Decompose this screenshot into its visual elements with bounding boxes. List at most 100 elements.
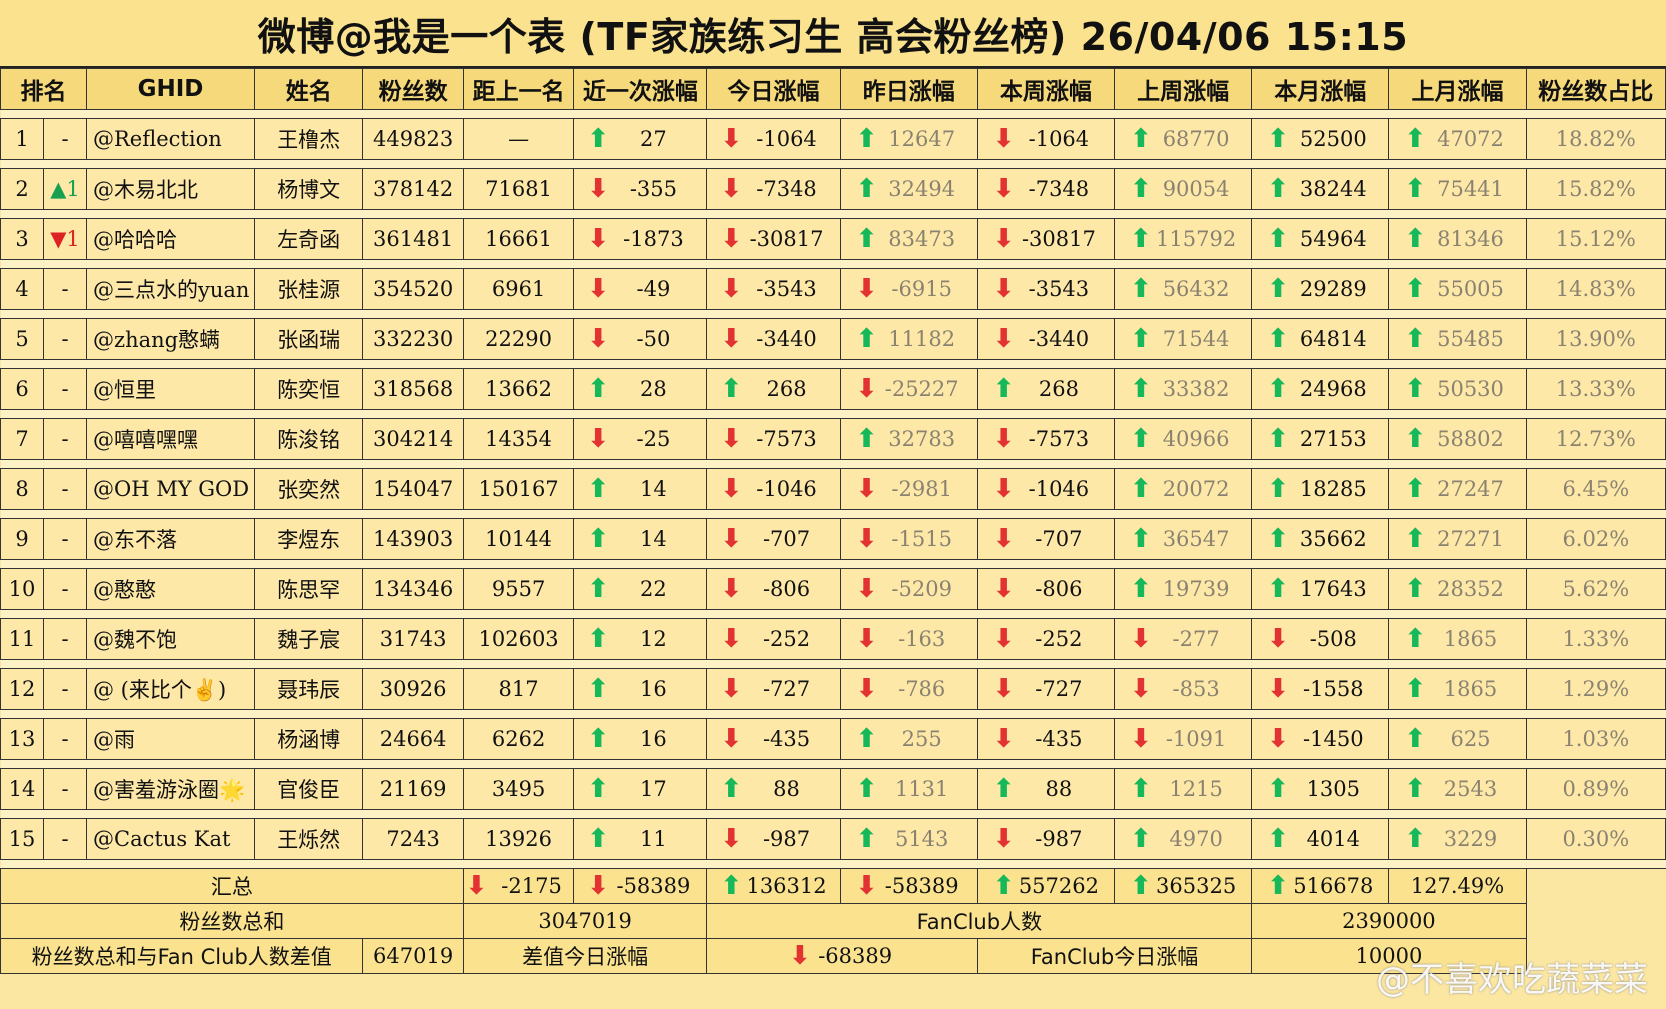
arrow-down-icon: ⬇	[720, 824, 743, 854]
arrow-down-icon: ⬇	[1267, 724, 1290, 754]
share-cell: 6.02%	[1525, 518, 1666, 560]
month-cell: ⬆ 38244	[1251, 168, 1390, 210]
arrow-down-icon: ⬇	[992, 624, 1015, 654]
yesterday-cell: ⬆ 11182	[839, 318, 978, 360]
row-spacer	[0, 309, 1666, 319]
month-cell: ⬆ 4014	[1251, 818, 1390, 860]
page-title: 微博@我是一个表 (TF家族练习生 高会粉丝榜) 26/04/06 15:15	[0, 0, 1666, 68]
summary-lastmonth: ⬆ 516678	[1251, 868, 1390, 904]
arrow-up-icon: ⬆	[855, 824, 878, 854]
name-cell: 官俊臣	[253, 768, 364, 810]
table-row: 5- @zhang憨螨 张函瑞 332230 22290 ⬇ -50 ⬇ -3440 ⬆ 11182…	[0, 318, 1666, 360]
row-spacer	[0, 709, 1666, 719]
fans-cell: 154047	[362, 468, 464, 510]
delta-value: 81346	[1437, 227, 1504, 251]
gap-cell: 817	[462, 668, 575, 710]
recent-cell: ⬆ 14	[573, 468, 708, 510]
arrow-down-icon: ⬇	[992, 274, 1015, 304]
today-cell: ⬇ -707	[706, 518, 841, 560]
fanclub-today-label: FanClub今日涨幅	[976, 938, 1253, 974]
table-row: 9- @东不落 李煜东 143903 10144 ⬆ 14 ⬇ -707 ⬇ -1515 ⬇ -707 ⬆…	[0, 518, 1666, 560]
delta-value: -252	[762, 627, 811, 651]
lastmonth-cell: ⬆ 58802	[1388, 418, 1527, 460]
arrow-up-icon: ⬆	[1404, 474, 1427, 504]
delta-value: 516678	[1293, 874, 1374, 898]
lastweek-cell: ⬆ 20072	[1113, 468, 1253, 510]
arrow-up-icon: ⬆	[992, 374, 1015, 404]
fans-cell: 378142	[362, 168, 464, 210]
delta-value: -5209	[891, 577, 952, 601]
month-cell: ⬇ -508	[1251, 618, 1390, 660]
rank-cell: 4	[0, 268, 44, 310]
fans-cell: 318568	[362, 368, 464, 410]
arrow-up-icon: ⬆	[1130, 474, 1152, 504]
week-cell: ⬇ -7573	[976, 418, 1116, 460]
delta-value: -2175	[501, 874, 562, 898]
yesterday-cell: ⬆ 5143	[839, 818, 978, 860]
delta-value: -1558	[1303, 677, 1364, 701]
share-cell: 5.62%	[1525, 568, 1666, 610]
ghid-cell: @OH MY GOD	[86, 468, 255, 510]
recent-cell: ⬇ -49	[573, 268, 708, 310]
rank-cell: 1	[0, 118, 44, 160]
share-cell: 14.83%	[1525, 268, 1666, 310]
gap-cell: 6961	[462, 268, 575, 310]
lastmonth-cell: ⬆ 2543	[1388, 768, 1527, 810]
delta-value: -806	[1035, 577, 1083, 601]
delta-value: 64814	[1299, 327, 1367, 351]
month-cell: ⬆ 52500	[1251, 118, 1390, 160]
delta-value: -806	[762, 577, 811, 601]
delta-value: 55005	[1437, 277, 1504, 301]
today-cell: ⬇ -727	[706, 668, 841, 710]
delta-value: -435	[762, 727, 811, 751]
share-cell: 1.29%	[1525, 668, 1666, 710]
arrow-up-icon: ⬆	[587, 674, 610, 704]
delta-value: 56432	[1162, 277, 1230, 301]
arrow-up-icon: ⬆	[1404, 724, 1427, 754]
rank-cell: 3	[0, 218, 44, 260]
week-cell: ⬇ -1046	[976, 468, 1116, 510]
lastmonth-cell: ⬆ 50530	[1388, 368, 1527, 410]
week-cell: ⬇ -727	[976, 668, 1116, 710]
delta-value: 33382	[1162, 377, 1230, 401]
delta-value: 50530	[1437, 377, 1504, 401]
ghid-cell: @憨憨	[86, 568, 255, 610]
month-cell: ⬆ 29289	[1251, 268, 1390, 310]
rank-change-cell: -	[43, 668, 87, 710]
delta-value: -163	[898, 627, 946, 651]
table-row: 10- @憨憨 陈思罕 134346 9557 ⬆ 22 ⬇ -806 ⬇ -5209 ⬇ -806 ⬆ 1…	[0, 568, 1666, 610]
week-cell: ⬇ -3543	[976, 268, 1116, 310]
summary-label: 汇总	[0, 868, 464, 904]
delta-value: -30817	[749, 227, 824, 251]
fans-cell: 24664	[362, 718, 464, 760]
rank-cell: 9	[0, 518, 44, 560]
gap-cell: 6262	[462, 718, 575, 760]
delta-value: 38244	[1299, 177, 1367, 201]
arrow-up-icon: ⬆	[1267, 374, 1290, 404]
delta-value: 1305	[1306, 777, 1361, 801]
name-cell: 陈思罕	[253, 568, 364, 610]
rank-cell: 2	[0, 168, 44, 210]
arrow-down-icon: ⬇	[1130, 724, 1152, 754]
lastmonth-cell: ⬆ 55005	[1388, 268, 1527, 310]
arrow-up-icon: ⬆	[855, 724, 878, 754]
header-row: 排名 GHID 姓名 粉丝数 距上一名 近一次涨幅 今日涨幅 昨日涨幅 本周涨幅…	[0, 68, 1666, 110]
col-header-month: 本月涨幅	[1251, 68, 1390, 110]
delta-value: 365325	[1156, 874, 1237, 898]
today-cell: ⬇ -30817	[706, 218, 841, 260]
gap-cell: 10144	[462, 518, 575, 560]
arrow-up-icon: ⬆	[1404, 374, 1427, 404]
row-spacer	[0, 109, 1666, 119]
delta-value: 16	[640, 677, 667, 701]
week-cell: ⬇ -3440	[976, 318, 1116, 360]
arrow-down-icon: ⬇	[992, 174, 1015, 204]
row-spacer	[0, 159, 1666, 169]
today-cell: ⬇ -1046	[706, 468, 841, 510]
col-header-today: 今日涨幅	[706, 68, 841, 110]
arrow-up-icon: ⬆	[1130, 524, 1152, 554]
arrow-down-icon: ⬇	[720, 124, 743, 154]
delta-value: -6915	[891, 277, 952, 301]
share-cell: 0.30%	[1525, 818, 1666, 860]
recent-cell: ⬆ 11	[573, 818, 708, 860]
delta-value: -727	[1035, 677, 1083, 701]
